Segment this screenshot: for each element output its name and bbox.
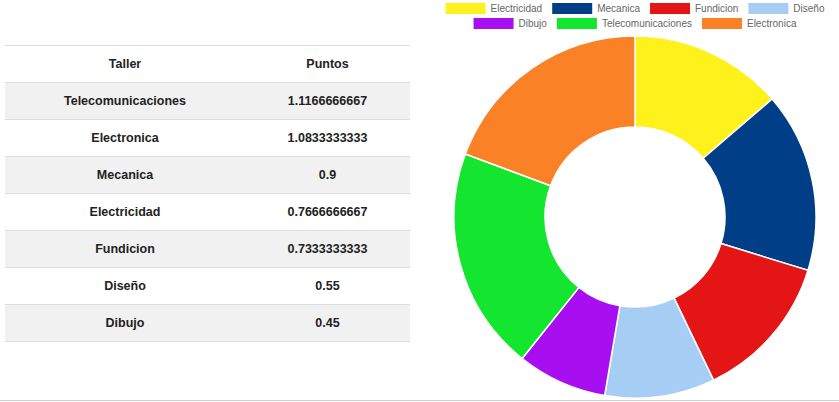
legend-label: Electricidad: [490, 3, 542, 14]
slice: [605, 298, 714, 398]
points-cell: 0.45: [245, 305, 410, 342]
legend-swatch: [474, 18, 514, 29]
table-header: TallerPuntos: [5, 46, 410, 83]
slice: [454, 154, 579, 358]
points-cell: 0.9: [245, 157, 410, 194]
table-row: Diseño0.55: [5, 268, 410, 305]
legend-label: Mecanica: [597, 3, 640, 14]
legend-label: Electronica: [747, 18, 797, 29]
header-cell: Puntos: [245, 46, 410, 83]
legend-label: Fundicion: [695, 3, 738, 14]
legend-swatch: [748, 3, 788, 14]
taller-cell: Mecanica: [5, 157, 245, 194]
taller-cell: Dibujo: [5, 305, 245, 342]
table-row: Electricidad0.7666666667: [5, 194, 410, 231]
table-row: Dibujo0.45: [5, 305, 410, 342]
table-row: Telecomunicaciones1.1166666667: [5, 83, 410, 120]
taller-cell: Electronica: [5, 120, 245, 157]
table-row: Electronica1.0833333333: [5, 120, 410, 157]
points-table: TallerPuntosTelecomunicaciones1.11666666…: [5, 45, 410, 342]
slice: [465, 36, 635, 186]
table-row: Fundicion0.7333333333: [5, 231, 410, 268]
legend-swatch: [702, 18, 742, 29]
legend: Electricidad Mecanica Fundicion Diseño Dibuj…: [445, 3, 824, 29]
legend-swatch: [650, 3, 690, 14]
taller-cell: Diseño: [5, 268, 245, 305]
legend-swatch: [557, 18, 597, 29]
legend-swatch: [552, 3, 592, 14]
taller-cell: Telecomunicaciones: [5, 83, 245, 120]
points-cell: 1.1166666667: [245, 83, 410, 120]
table-row: Mecanica0.9: [5, 157, 410, 194]
taller-cell: Fundicion: [5, 231, 245, 268]
doughnut-chart: ElectricidadMecanicaFundicionDiseñoDibuj…: [0, 0, 839, 402]
legend-label: Dibujo: [519, 18, 548, 29]
divider: [0, 400, 839, 401]
points-cell: 0.7333333333: [245, 231, 410, 268]
points-cell: 0.55: [245, 268, 410, 305]
taller-cell: Electricidad: [5, 194, 245, 231]
points-cell: 0.7666666667: [245, 194, 410, 231]
legend-label: Telecomunicaciones: [602, 18, 692, 29]
legend-swatch: [445, 3, 485, 14]
legend-label: Diseño: [793, 3, 825, 14]
slices: [454, 36, 816, 398]
points-cell: 1.0833333333: [245, 120, 410, 157]
header-cell: Taller: [5, 46, 245, 83]
